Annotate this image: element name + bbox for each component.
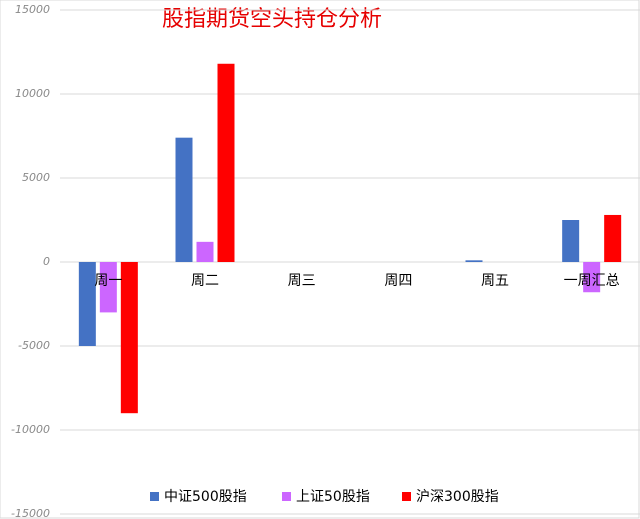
y-tick-label: 5000 [22, 171, 50, 184]
y-tick-label: -10000 [11, 423, 50, 436]
bar [217, 63, 235, 263]
x-tick-label: 周五 [481, 273, 509, 289]
chart-title: 股指期货空头持仓分析 [162, 7, 382, 32]
x-tick-label: 一周汇总 [564, 273, 620, 289]
x-tick-label: 周四 [384, 273, 412, 289]
bar [99, 262, 117, 313]
y-tick-label: -5000 [18, 339, 50, 352]
legend-swatch [282, 492, 291, 501]
bar [562, 220, 580, 262]
x-tick-label: 周二 [191, 273, 219, 289]
legend-label: 沪深300股指 [416, 489, 499, 505]
bar [120, 262, 138, 414]
x-tick-label: 周三 [288, 273, 316, 289]
bar [583, 262, 601, 293]
bar [465, 260, 483, 262]
x-tick-label: 周一 [94, 273, 122, 289]
y-tick-label: -15000 [11, 507, 50, 519]
y-tick-label: 15000 [15, 3, 50, 16]
legend-swatch [402, 492, 411, 501]
bar [196, 241, 214, 262]
legend-label: 上证50股指 [296, 489, 370, 505]
bar [175, 137, 193, 262]
y-tick-label: 0 [43, 255, 50, 268]
bar [78, 262, 96, 346]
legend-swatch [150, 492, 159, 501]
bar [604, 214, 622, 262]
y-tick-label: 10000 [15, 87, 50, 100]
legend-label: 中证500股指 [164, 489, 247, 505]
